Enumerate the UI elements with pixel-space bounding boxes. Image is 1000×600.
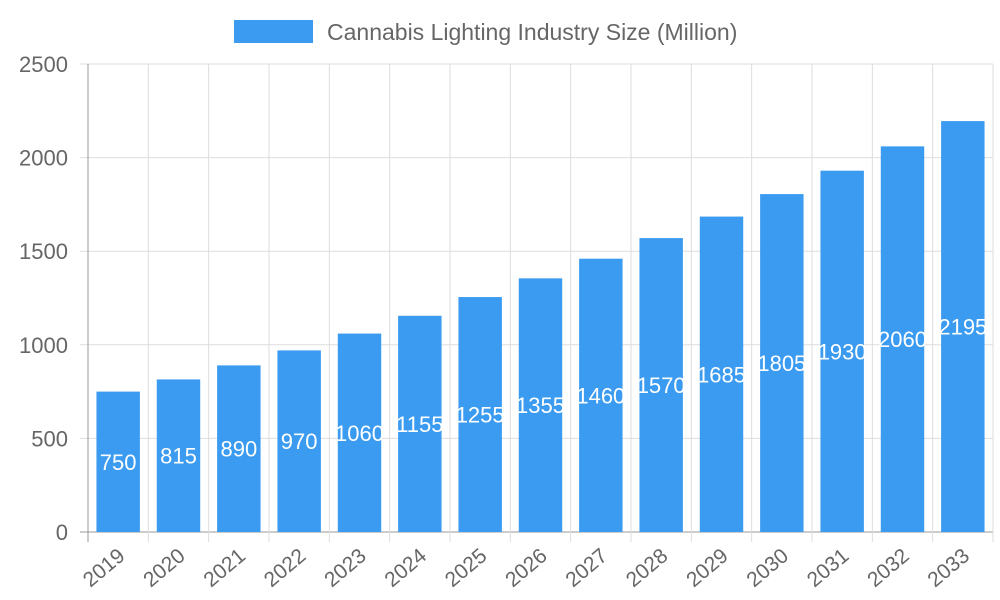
bar [699, 216, 744, 532]
bars [96, 121, 985, 533]
x-tick-label: 2029 [682, 544, 733, 592]
y-tick-label: 0 [56, 520, 68, 545]
data-label: 2195 [938, 315, 987, 340]
grid [80, 63, 994, 542]
data-label: 1570 [637, 373, 686, 398]
bar [820, 170, 864, 533]
y-tick-label: 2000 [19, 146, 68, 171]
bar [579, 258, 623, 532]
x-tick-label: 2028 [622, 544, 673, 592]
bar [760, 194, 804, 532]
y-tick-label: 1000 [19, 333, 68, 358]
data-label: 1355 [516, 393, 565, 418]
data-label: 750 [100, 450, 137, 475]
data-label: 815 [160, 444, 197, 469]
data-label: 1255 [456, 403, 505, 428]
x-tick-label: 2019 [79, 544, 130, 592]
bar [518, 278, 563, 532]
x-tick-label: 2023 [320, 544, 371, 592]
legend-swatch [234, 20, 313, 43]
x-axis: 2019 2020 2021 2022 2023 2024 2025 2026 2027 2028… [79, 544, 974, 592]
bar [398, 315, 442, 532]
y-tick-label: 500 [31, 426, 68, 451]
legend-label: Cannabis Lighting Industry Size (Million… [327, 19, 737, 45]
data-label: 1685 [697, 362, 746, 387]
x-tick-label: 2031 [803, 544, 854, 592]
x-tick-label: 2032 [863, 544, 914, 592]
data-labels: 750 815 890 970 1060 1155 1255 1355 1460 1570 1685… [100, 315, 988, 475]
data-label: 1060 [335, 421, 384, 446]
bar [156, 379, 201, 532]
x-tick-label: 2026 [501, 544, 552, 592]
y-axis: 0 500 1000 1500 2000 2500 [19, 52, 68, 545]
data-label: 2060 [878, 327, 927, 352]
data-label: 970 [281, 429, 318, 454]
data-label: 1805 [757, 351, 806, 376]
data-label: 1930 [818, 339, 867, 364]
y-tick-label: 1500 [19, 239, 68, 264]
y-tick-label: 2500 [19, 52, 68, 77]
x-tick-label: 2020 [139, 544, 190, 592]
legend[interactable]: Cannabis Lighting Industry Size (Million… [234, 19, 737, 45]
x-tick-label: 2030 [742, 544, 793, 592]
bar [217, 365, 261, 532]
bar [458, 297, 502, 532]
data-label: 1460 [576, 383, 625, 408]
x-tick-label: 2033 [923, 544, 974, 592]
bar [639, 238, 683, 532]
x-tick-label: 2025 [441, 544, 492, 592]
bar [880, 146, 925, 533]
bar [277, 350, 321, 532]
x-tick-label: 2022 [260, 544, 311, 592]
x-tick-label: 2021 [199, 544, 250, 592]
data-label: 890 [220, 437, 257, 462]
bar [337, 333, 382, 532]
bar [941, 121, 985, 532]
x-tick-label: 2024 [380, 544, 431, 592]
data-label: 1155 [396, 412, 443, 437]
bar [96, 391, 140, 532]
x-tick-label: 2027 [561, 544, 612, 592]
